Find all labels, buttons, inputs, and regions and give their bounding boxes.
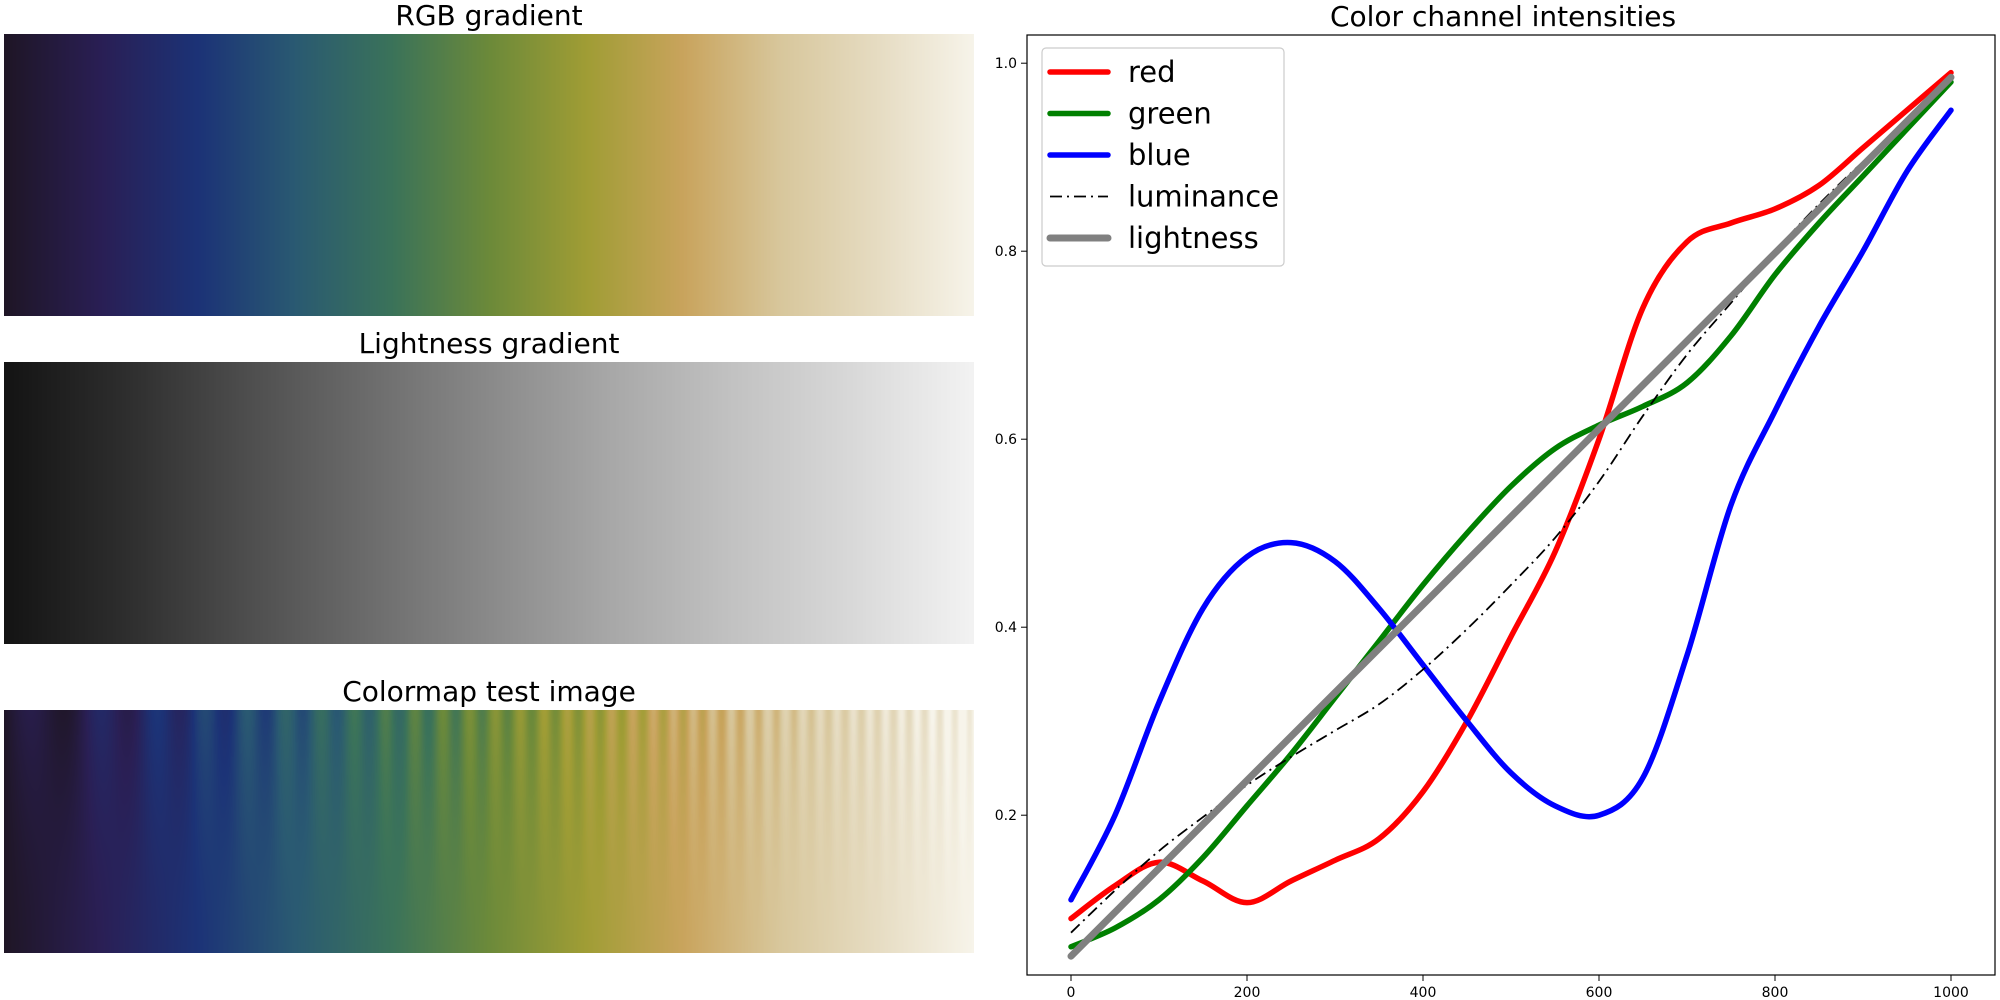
legend-label-blue: blue [1128, 138, 1191, 172]
colormap-test-title: Colormap test image [342, 675, 636, 708]
colormap-test-image [4, 710, 974, 953]
rgb-gradient-title: RGB gradient [395, 0, 583, 32]
lightness-gradient-title: Lightness gradient [358, 327, 620, 360]
legend-box [1041, 47, 1285, 267]
x-tick-label: 600 [1586, 985, 1613, 1000]
x-tick-label: 0 [1067, 985, 1076, 1000]
legend-label-lightness: lightness [1128, 221, 1259, 255]
x-tick-label: 1000 [1933, 985, 1969, 1000]
plot-frame [1026, 34, 1996, 976]
x-tick-label: 200 [1234, 985, 1261, 1000]
legend: red green blue luminance lightness [1041, 47, 1285, 267]
x-tick-label: 800 [1762, 985, 1789, 1000]
y-tick-label: 0.4 [995, 620, 1017, 636]
legend-label-red: red [1128, 55, 1176, 89]
y-tick-label: 0.2 [995, 808, 1017, 824]
series-lines [1067, 69, 1955, 960]
lightness-gradient-strip [4, 362, 974, 644]
rgb-gradient-strip [4, 34, 974, 316]
series-line-red [1068, 69, 1954, 922]
chart-title: Color channel intensities [1330, 0, 1676, 33]
y-tick-label: 0.6 [995, 432, 1017, 448]
series-line-green [1068, 79, 1954, 950]
legend-label-green: green [1128, 97, 1212, 131]
axis-ticks: 0 200 400 600 800 1000 0.2 0.4 0.6 0.8 1.0 [995, 56, 1969, 1000]
y-tick-label: 0.8 [995, 244, 1017, 260]
y-tick-label: 1.0 [995, 56, 1017, 72]
x-tick-label: 400 [1410, 985, 1437, 1000]
series-line-blue [1068, 107, 1954, 903]
series-line-lightness [1067, 73, 1955, 960]
legend-label-luminance: luminance [1128, 180, 1279, 214]
